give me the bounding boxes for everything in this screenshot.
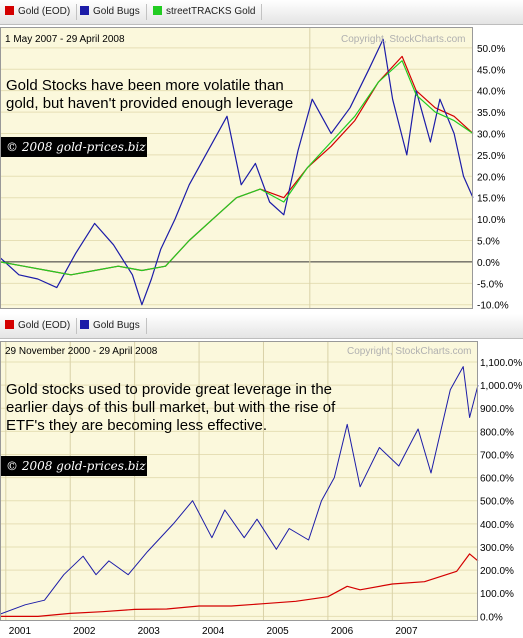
y-tick-label: 1,000.0% — [480, 381, 522, 392]
legend-swatch — [153, 6, 162, 15]
series-line — [0, 60, 474, 276]
y-tick-label: 10.0% — [477, 215, 505, 226]
legend-item-gold-bugs[interactable]: Gold Bugs — [80, 318, 147, 334]
annotation-line: Gold Stocks have been more volatile than — [6, 77, 284, 94]
top-line-chart: 50.0% 45.0% 40.0% 35.0% 30.0% 25.0% 20.0% 15.0%… — [0, 27, 509, 309]
legend-item-gold-eod[interactable]: Gold (EOD) — [5, 318, 78, 334]
x-tick-label: 2007 — [395, 626, 418, 637]
legend-label: Gold Bugs — [93, 6, 140, 17]
legend-swatch — [80, 320, 89, 329]
legend-item-gold-bugs[interactable]: Gold Bugs — [80, 4, 147, 20]
plot-frame — [0, 341, 478, 621]
y-tick-label: 400.0% — [480, 520, 514, 531]
legend-label: streetTRACKS Gold — [166, 6, 256, 17]
y-tick-label: 40.0% — [477, 87, 505, 98]
y-tick-label: 50.0% — [477, 44, 505, 55]
annotation-line: Gold stocks used to provide great levera… — [6, 381, 332, 398]
y-tick-label: 45.0% — [477, 65, 505, 76]
y-tick-label: 30.0% — [477, 129, 505, 140]
date-range: 1 May 2007 - 29 April 2008 — [5, 34, 125, 45]
date-range: 29 November 2000 - 29 April 2008 — [5, 346, 158, 357]
series-line — [0, 366, 479, 615]
y-tick-label: 0.0% — [480, 612, 503, 623]
y-tick-label: 15.0% — [477, 194, 505, 205]
top-chart-panel: Gold (EOD) Gold Bugs streetTRACKS Gold 5… — [0, 0, 523, 309]
series-line — [0, 38, 474, 306]
y-tick-label: 600.0% — [480, 474, 514, 485]
legend-bar: Gold (EOD) Gold Bugs streetTRACKS Gold — [0, 0, 523, 25]
y-tick-label: 200.0% — [480, 566, 514, 577]
x-tick-label: 2004 — [202, 626, 225, 637]
bottom-chart-panel: Gold (EOD) Gold Bugs 1,100.0% 1,000.0% 900… — [0, 314, 523, 638]
y-tick-label: 800.0% — [480, 427, 514, 438]
legend-bar: Gold (EOD) Gold Bugs — [0, 314, 523, 339]
y-tick-label: 0.0% — [477, 258, 500, 269]
legend-item-streettracks-gold[interactable]: streetTRACKS Gold — [153, 4, 263, 20]
y-tick-label: 35.0% — [477, 108, 505, 119]
x-tick-label: 2005 — [266, 626, 289, 637]
legend-swatch — [5, 6, 14, 15]
copyright-text: © 2008 gold-prices.biz — [6, 459, 146, 473]
y-tick-label: 5.0% — [477, 237, 500, 248]
y-tick-label: 300.0% — [480, 543, 514, 554]
y-tick-label: -10.0% — [477, 301, 509, 309]
legend-label: Gold (EOD) — [18, 320, 71, 331]
x-tick-label: 2003 — [138, 626, 161, 637]
x-tick-label: 2002 — [73, 626, 96, 637]
copyright-box — [0, 456, 147, 476]
annotation-line: ETF's they are becoming less effective. — [6, 417, 267, 434]
annotation-line: gold, but haven't provided enough levera… — [6, 95, 293, 112]
series-line — [0, 553, 479, 617]
legend-swatch — [80, 6, 89, 15]
copyright-box — [0, 137, 147, 157]
bottom-line-chart: 1,100.0% 1,000.0% 900.0% 800.0% 700.0% 600.0%… — [0, 341, 522, 637]
x-tick-label: 2006 — [331, 626, 354, 637]
watermark: Copyright, StockCharts.com — [341, 34, 466, 45]
copyright-text: © 2008 gold-prices.biz — [6, 140, 146, 154]
y-tick-label: 1,100.0% — [480, 358, 522, 369]
y-tick-label: 700.0% — [480, 450, 514, 461]
plot-frame — [0, 27, 473, 309]
y-tick-label: -5.0% — [477, 279, 503, 290]
watermark: Copyright, StockCharts.com — [347, 346, 472, 357]
legend-label: Gold Bugs — [93, 320, 140, 331]
legend-label: Gold (EOD) — [18, 6, 71, 17]
annotation-line: earlier days of this bull market, but wi… — [6, 399, 336, 416]
y-tick-label: 100.0% — [480, 589, 514, 600]
x-tick-label: 2001 — [9, 626, 32, 637]
y-tick-label: 25.0% — [477, 151, 505, 162]
y-tick-label: 900.0% — [480, 404, 514, 415]
plot-background — [0, 341, 478, 621]
legend-swatch — [5, 320, 14, 329]
legend-item-gold-eod[interactable]: Gold (EOD) — [5, 4, 78, 20]
y-tick-label: 20.0% — [477, 172, 505, 183]
y-tick-label: 500.0% — [480, 497, 514, 508]
